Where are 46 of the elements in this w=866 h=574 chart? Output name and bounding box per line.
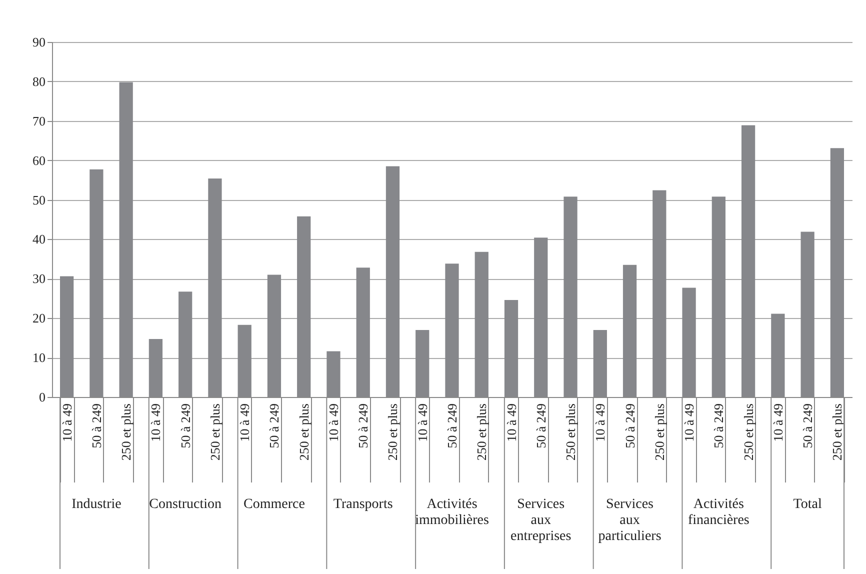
text: Services aux particuliers bbox=[598, 497, 662, 544]
x-tick-label: 10 à 49 bbox=[237, 404, 252, 442]
y-tick-label: 90 bbox=[32, 34, 46, 50]
x-tick-label: 10 à 49 bbox=[59, 404, 74, 442]
x-tick-label: 50 à 249 bbox=[266, 404, 282, 448]
x-tick-label: 50 à 249 bbox=[356, 404, 371, 448]
x-tick-label: 10 à 49 bbox=[148, 404, 164, 442]
x-tick-label: 10 à 49 bbox=[504, 404, 519, 442]
text: Transports bbox=[333, 497, 393, 512]
x-tick-label: 10 à 49 bbox=[770, 404, 786, 442]
x-tick-label: 50 à 249 bbox=[88, 404, 104, 448]
x-tick-label: 10 à 49 bbox=[326, 404, 341, 442]
x-tick-label: 250 et plus bbox=[563, 404, 578, 461]
x-tick-label: 50 à 249 bbox=[800, 404, 816, 448]
x-tick-label: 10 à 49 bbox=[414, 404, 430, 442]
text: Services aux entreprises bbox=[510, 497, 572, 544]
x-tick-label: 10 à 49 bbox=[592, 404, 608, 442]
x-tick-label: 50 à 249 bbox=[711, 404, 726, 448]
y-tick-label: 60 bbox=[32, 152, 46, 168]
y-tick-label: 0 bbox=[39, 390, 46, 404]
y-tick-label: 30 bbox=[32, 271, 46, 286]
x-tick-label: 50 à 249 bbox=[533, 404, 548, 448]
y-tick-label: 50 bbox=[32, 192, 46, 208]
text: Industrie bbox=[72, 497, 122, 512]
x-tick-label: 250 et plus bbox=[740, 404, 756, 461]
x-tick-label: 250 et plus bbox=[474, 404, 490, 461]
x-tick-label: 50 à 249 bbox=[444, 404, 460, 448]
text: Activités immobilières bbox=[415, 497, 489, 528]
x-tick-label: 250 et plus bbox=[830, 404, 845, 461]
y-tick-label: 80 bbox=[32, 74, 46, 89]
text: Commerce bbox=[244, 497, 305, 512]
text: Construction bbox=[149, 497, 222, 512]
y-tick-label: 70 bbox=[32, 113, 46, 128]
y-tick-label: 20 bbox=[32, 310, 46, 326]
x-tick-label: 250 et plus bbox=[207, 404, 222, 461]
x-tick-label: 250 et plus bbox=[652, 404, 667, 461]
y-tick-label: 40 bbox=[32, 232, 46, 247]
text: Total bbox=[793, 497, 822, 512]
x-tick-label: 50 à 249 bbox=[178, 404, 193, 448]
x-tick-label: 250 et plus bbox=[118, 404, 134, 461]
x-tick-label: 250 et plus bbox=[296, 404, 312, 461]
x-tick-label: 250 et plus bbox=[385, 404, 400, 461]
y-tick-label: 10 bbox=[32, 350, 46, 366]
text: Activités financières bbox=[688, 497, 750, 528]
x-tick-label: 10 à 49 bbox=[682, 404, 697, 442]
x-tick-label: 50 à 249 bbox=[622, 404, 638, 448]
